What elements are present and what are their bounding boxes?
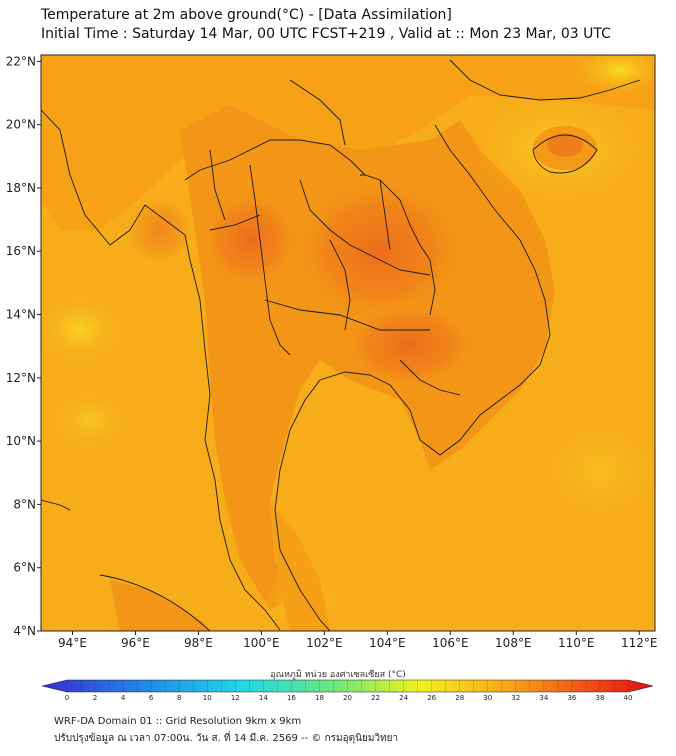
colorbar-label: อุณหภูมิ หน่วย องศาเซลเซียส (°C) xyxy=(270,670,406,680)
lon-tick-label: 98°E xyxy=(184,636,213,650)
chart-subtitle: Initial Time : Saturday 14 Mar, 00 UTC F… xyxy=(41,26,611,42)
colorbar-tick-label: 20 xyxy=(343,694,352,700)
colorbar-tick-label: 6 xyxy=(149,694,154,700)
colorbar-tick-label: 14 xyxy=(259,694,268,700)
lon-tick-label: 100°E xyxy=(243,636,280,650)
latitude-axis: 4°N 6°N 8°N 10°N 12°N 14°N 16°N 18°N 20°N 22°N xyxy=(6,54,41,638)
lat-tick-label: 18°N xyxy=(6,181,36,195)
colorbar: 0 2 4 6 8 10 12 14 16 18 20 22 24 26 28 30 32 34 36 38 40 xyxy=(41,679,654,700)
lat-tick-label: 4°N xyxy=(13,624,36,638)
colorbar-tick-label: 38 xyxy=(595,694,604,700)
colorbar-tick-label: 36 xyxy=(567,694,576,700)
plot-frame xyxy=(40,54,656,632)
lon-tick-label: 104°E xyxy=(369,636,406,650)
lon-tick-label: 112°E xyxy=(621,636,658,650)
lat-tick-label: 16°N xyxy=(6,244,36,258)
lon-tick-label: 96°E xyxy=(121,636,150,650)
colorbar-tick-label: 32 xyxy=(511,694,520,700)
colorbar-tick-label: 40 xyxy=(624,694,633,700)
colorbar-gradient xyxy=(41,679,654,693)
lat-tick-label: 12°N xyxy=(6,371,36,385)
temperature-map: 94°E 96°E 98°E 100°E 102°E 104°E 106°E 108°E 110… xyxy=(6,54,658,700)
lat-tick-label: 22°N xyxy=(6,54,36,68)
footer-update-info: ปรับปรุงข้อมูล ณ เวลา 07:00น. วัน ส. ที่… xyxy=(54,733,399,744)
colorbar-tick-label: 4 xyxy=(121,694,126,700)
longitude-axis: 94°E 96°E 98°E 100°E 102°E 104°E 106°E 108°E 110… xyxy=(58,631,658,650)
lon-tick-label: 94°E xyxy=(58,636,87,650)
lon-tick-label: 110°E xyxy=(558,636,595,650)
coastlines xyxy=(41,59,641,631)
footer-model-info: WRF-DA Domain 01 :: Grid Resolution 9km … xyxy=(54,716,302,727)
colorbar-tick-label: 0 xyxy=(65,694,69,700)
colorbar-tick-label: 2 xyxy=(93,694,97,700)
colorbar-tick-label: 26 xyxy=(427,694,436,700)
lat-tick-label: 6°N xyxy=(13,561,36,575)
colorbar-ticks: 0 2 4 6 8 10 12 14 16 18 20 22 24 26 28 30 32 34 36 38 40 xyxy=(65,680,633,700)
colorbar-tick-label: 22 xyxy=(371,694,380,700)
lat-tick-label: 8°N xyxy=(13,497,36,511)
colorbar-tick-label: 18 xyxy=(315,694,324,700)
colorbar-tick-label: 10 xyxy=(203,694,212,700)
lon-tick-label: 106°E xyxy=(432,636,469,650)
colorbar-tick-label: 12 xyxy=(231,694,240,700)
lon-tick-label: 102°E xyxy=(306,636,343,650)
plot-area xyxy=(41,55,655,631)
lat-tick-label: 14°N xyxy=(6,308,36,322)
lon-tick-label: 108°E xyxy=(495,636,532,650)
chart-title: Temperature at 2m above ground(°C) - [Da… xyxy=(41,7,452,23)
lat-tick-label: 10°N xyxy=(6,434,36,448)
colorbar-tick-label: 34 xyxy=(539,694,548,700)
colorbar-tick-label: 16 xyxy=(287,694,296,700)
colorbar-tick-label: 8 xyxy=(177,694,181,700)
colorbar-tick-label: 24 xyxy=(399,694,408,700)
colorbar-tick-label: 28 xyxy=(455,694,464,700)
colorbar-tick-label: 30 xyxy=(483,694,492,700)
lat-tick-label: 20°N xyxy=(6,118,36,132)
